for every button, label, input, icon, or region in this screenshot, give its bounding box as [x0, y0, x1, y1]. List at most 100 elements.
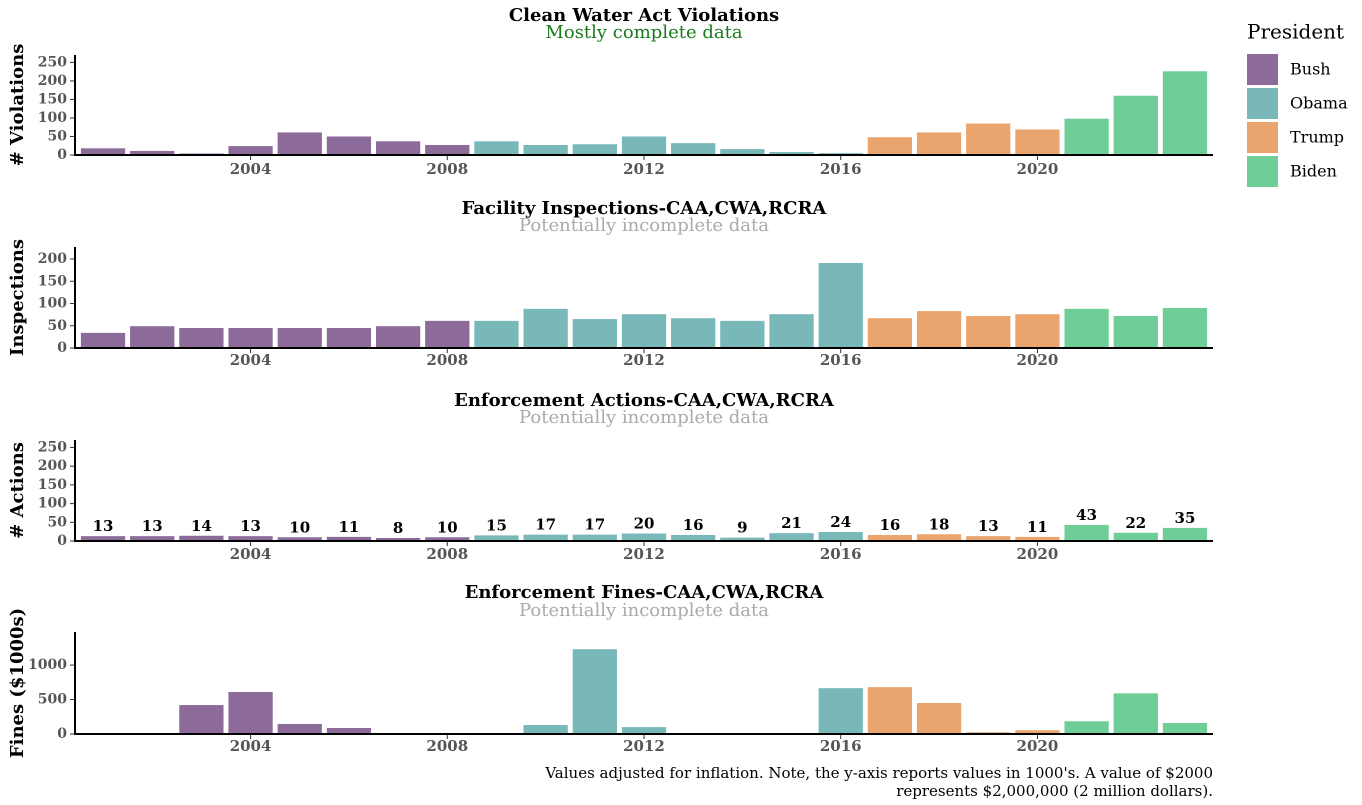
value-label: 18: [929, 515, 950, 533]
bar: [1162, 307, 1208, 348]
value-label: 10: [437, 518, 458, 536]
chart-title: Facility Inspections-CAA,CWA,RCRA: [462, 198, 828, 219]
value-label: 9: [737, 519, 747, 537]
bar: [1015, 129, 1060, 155]
bar: [375, 538, 421, 541]
y-tick-label: 200: [38, 458, 67, 474]
y-tick-label: 50: [48, 128, 68, 144]
bar: [818, 532, 863, 541]
bar: [523, 534, 568, 541]
bar: [130, 150, 175, 155]
bar: [523, 725, 568, 734]
x-tick-label: 2016: [820, 545, 862, 563]
x-tick-label: 2012: [623, 351, 665, 369]
bar: [277, 724, 322, 734]
legend-title: President: [1247, 20, 1344, 44]
value-label: 24: [830, 513, 851, 531]
bar: [671, 535, 716, 541]
y-tick-label: 100: [38, 110, 67, 126]
x-tick-label: 2008: [426, 545, 468, 563]
bar: [621, 136, 667, 155]
chart-subtitle: Mostly complete data: [545, 22, 742, 43]
legend-swatch: [1247, 88, 1278, 119]
value-label: 13: [240, 517, 261, 535]
value-label: 13: [93, 517, 114, 535]
x-tick-label: 2008: [426, 737, 468, 755]
bar: [867, 687, 913, 734]
bar: [1064, 524, 1109, 541]
bar: [523, 308, 568, 348]
bar: [1064, 118, 1109, 155]
y-tick-label: 0: [57, 726, 67, 742]
y-tick-label: 150: [38, 477, 67, 493]
chart-subtitle: Potentially incomplete data: [519, 407, 769, 428]
y-axis-label: # Violations: [7, 44, 28, 167]
bar: [277, 327, 322, 348]
bar: [1015, 314, 1060, 348]
x-tick-label: 2004: [230, 545, 272, 563]
bar: [228, 146, 273, 155]
bar: [621, 314, 667, 348]
y-tick-label: 0: [57, 340, 67, 356]
chart-subtitle: Potentially incomplete data: [519, 600, 769, 621]
y-tick-label: 0: [57, 533, 67, 549]
bar: [720, 320, 765, 348]
x-tick-label: 2016: [820, 737, 862, 755]
bar: [80, 148, 126, 155]
y-tick-label: 200: [38, 251, 67, 267]
bar: [769, 152, 814, 155]
bar: [326, 136, 372, 155]
bar: [474, 141, 519, 155]
bar: [966, 315, 1011, 348]
bar: [1064, 721, 1109, 734]
bar: [572, 144, 617, 155]
legend-label: Obama: [1290, 94, 1348, 113]
chart-title: Enforcement Actions-CAA,CWA,RCRA: [454, 390, 835, 411]
bar: [425, 537, 470, 541]
legend-swatch: [1247, 156, 1278, 187]
bar: [916, 702, 962, 734]
bar: [769, 533, 814, 541]
bar: [80, 332, 126, 348]
bar: [916, 534, 962, 541]
bar: [523, 145, 568, 155]
bar: [572, 319, 617, 348]
bar: [375, 326, 421, 348]
bar: [425, 145, 470, 155]
bar: [277, 537, 322, 541]
bar: [867, 137, 913, 155]
bar: [621, 533, 667, 541]
value-label: 17: [584, 516, 605, 534]
bar: [130, 536, 175, 541]
y-tick-label: 1000: [28, 657, 67, 673]
value-label: 13: [978, 517, 999, 535]
bar: [425, 320, 470, 348]
x-tick-label: 2004: [230, 737, 272, 755]
bar: [130, 326, 175, 348]
value-label: 13: [142, 517, 163, 535]
bar: [1113, 532, 1158, 541]
y-tick-label: 150: [38, 273, 67, 289]
note: represents $2,000,000 (2 million dollars…: [896, 782, 1213, 800]
bar: [474, 535, 519, 541]
bar: [572, 534, 617, 541]
y-tick-label: 150: [38, 91, 67, 107]
bar: [671, 318, 716, 348]
y-axis-label: Inspections: [7, 239, 28, 356]
x-tick-label: 2012: [623, 545, 665, 563]
x-tick-label: 2016: [820, 351, 862, 369]
legend-swatch: [1247, 122, 1278, 153]
x-tick-label: 2020: [1017, 351, 1059, 369]
bar: [228, 536, 273, 541]
bar: [228, 327, 273, 348]
value-label: 16: [879, 516, 900, 534]
bar: [1113, 315, 1158, 348]
bar: [326, 536, 372, 541]
bar: [1015, 730, 1060, 734]
bar: [769, 314, 814, 348]
chart-title: Enforcement Fines-CAA,CWA,RCRA: [465, 582, 825, 603]
bar: [671, 143, 716, 155]
value-label: 16: [683, 516, 704, 534]
bar: [375, 141, 421, 155]
